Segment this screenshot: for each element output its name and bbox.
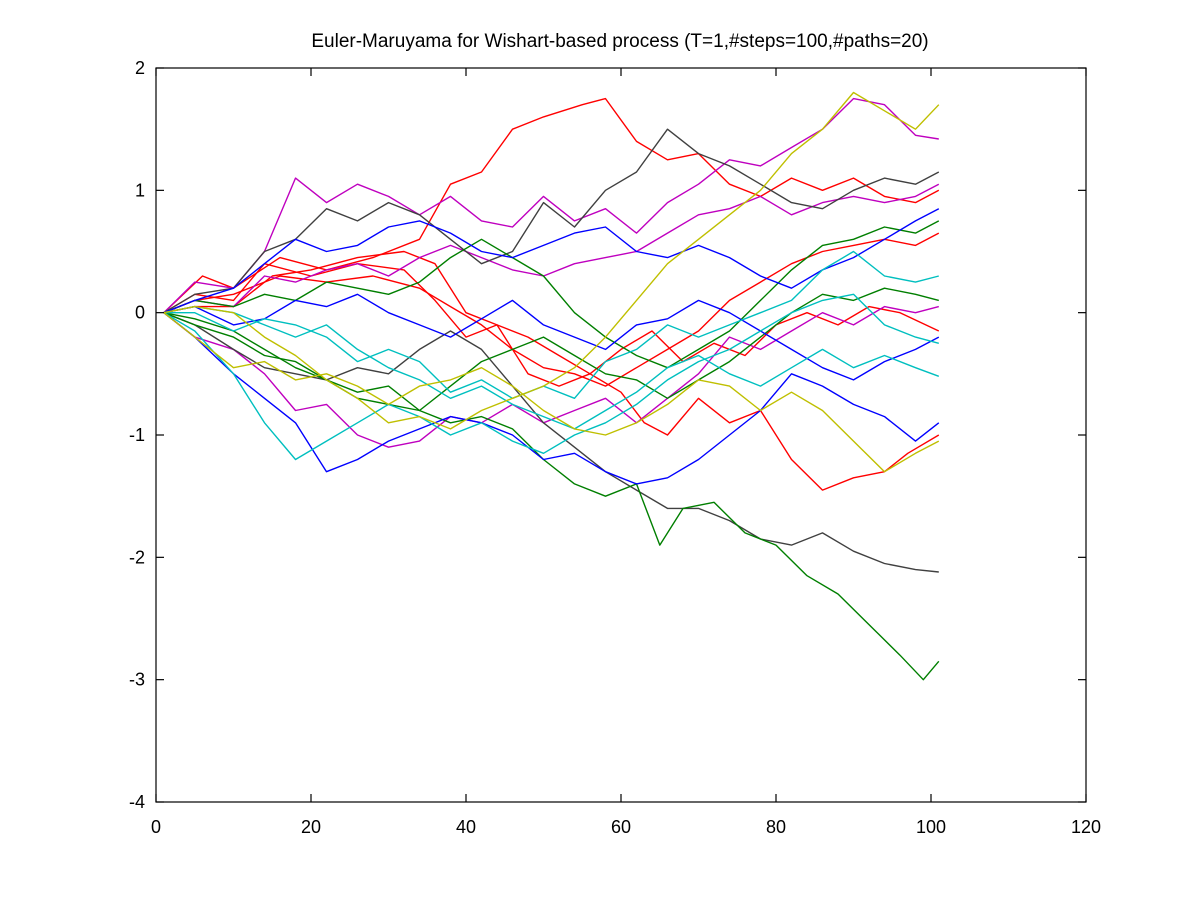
y-tick-label: -4 (129, 792, 145, 812)
series-line-3 (163, 250, 940, 375)
x-tick-label: 120 (1071, 817, 1101, 837)
y-tick-label: -3 (129, 670, 145, 690)
x-tick-label: 40 (456, 817, 476, 837)
series-line-6 (163, 305, 939, 448)
x-tick-label: 0 (151, 817, 161, 837)
series-line-12 (163, 287, 939, 412)
series-line-8 (163, 128, 940, 314)
x-tick-label: 20 (301, 817, 321, 837)
series-line-17 (163, 250, 939, 399)
x-tick-label: 80 (766, 817, 786, 837)
y-tick-label: -2 (129, 547, 145, 567)
series-line-10 (163, 312, 940, 681)
series-line-11 (163, 220, 940, 369)
series-line-19 (163, 312, 940, 473)
y-tick-label: 1 (135, 180, 145, 200)
chart-title: Euler-Maruyama for Wishart-based process… (311, 31, 928, 52)
axis-ticks (155, 67, 1087, 803)
series-line-5 (163, 97, 939, 314)
series-line-15 (163, 293, 940, 381)
y-tick-label: 0 (135, 303, 145, 323)
series-line-13 (163, 312, 940, 485)
tick-labels: 0 20 40 60 80 100 120 2 1 0 -1 -2 -3 -4 (129, 58, 1101, 837)
series-line-20 (163, 91, 940, 430)
y-tick-label: 2 (135, 58, 145, 78)
series-layer (163, 91, 940, 681)
series-line-14 (163, 208, 940, 314)
series-line-1 (163, 97, 940, 314)
series-line-9 (163, 312, 939, 573)
x-tick-label: 60 (611, 817, 631, 837)
series-line-7 (163, 183, 940, 314)
x-tick-label: 100 (916, 817, 946, 837)
series-line-18 (163, 305, 940, 430)
series-line-16 (163, 293, 939, 461)
y-tick-label: -1 (129, 425, 145, 445)
